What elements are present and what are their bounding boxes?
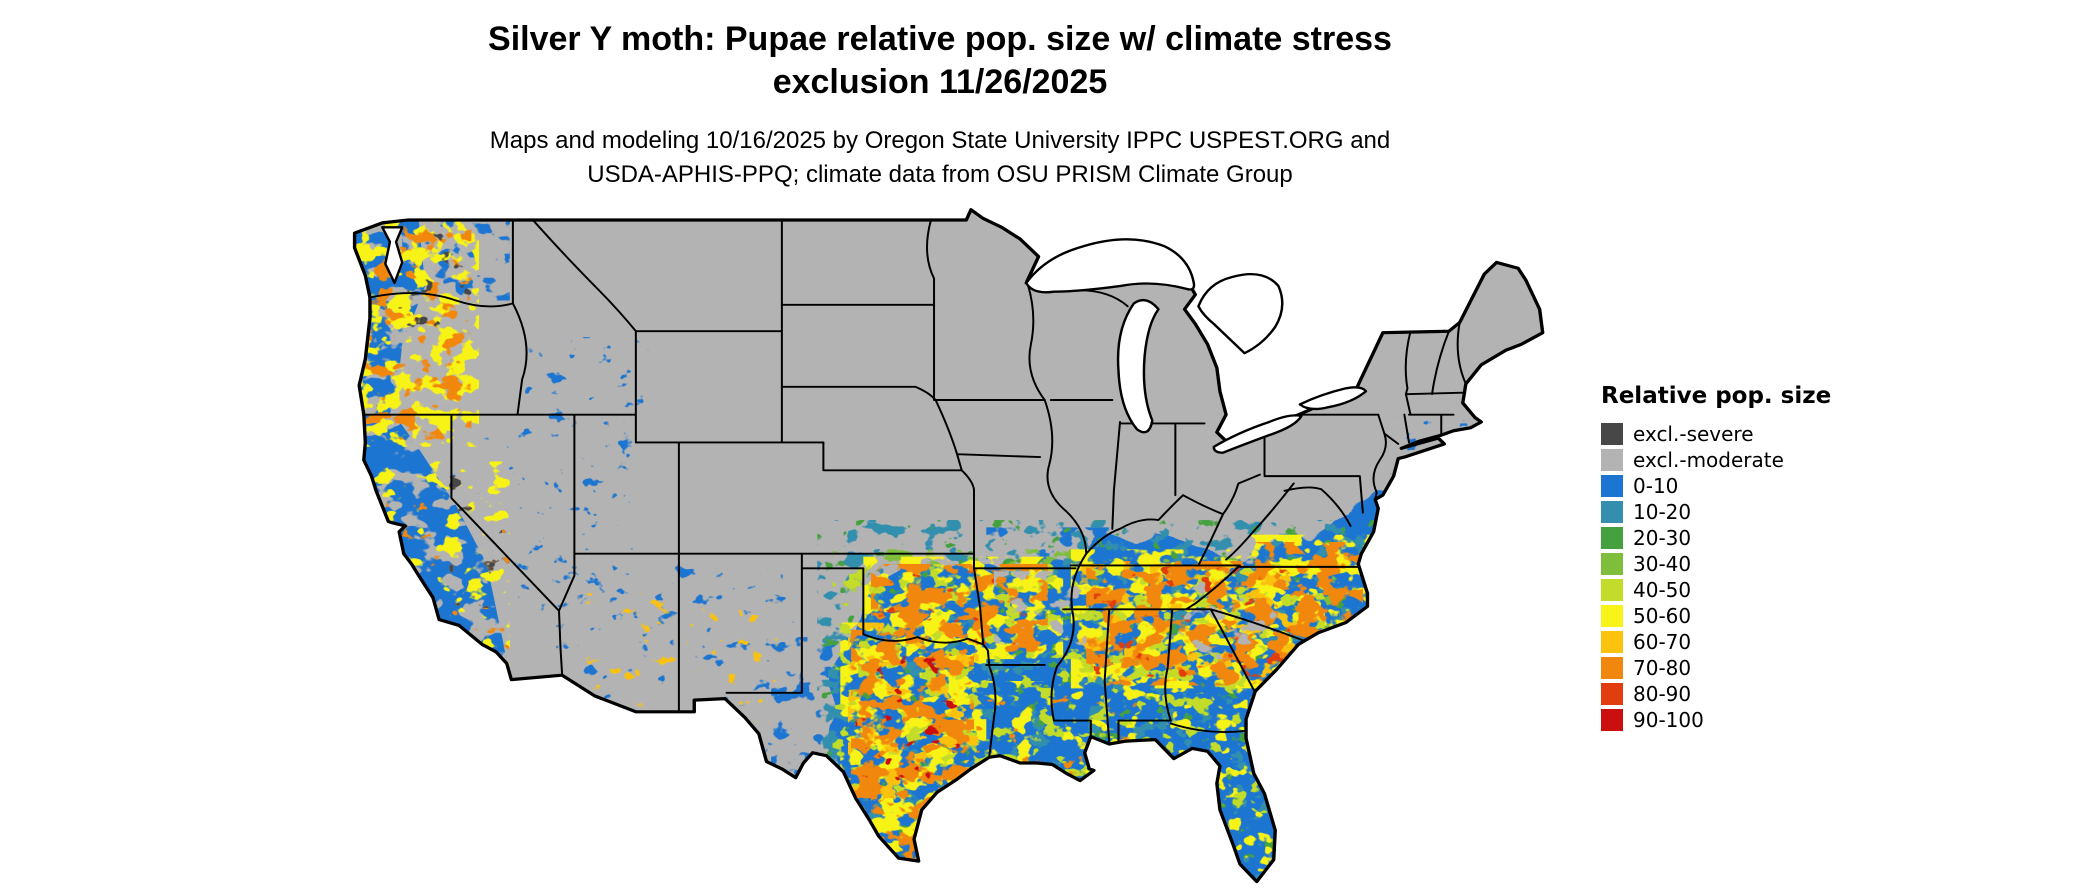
legend-item: excl.-severe [1601,421,1831,447]
lake-michigan [1116,298,1160,434]
legend-item-label: 30-40 [1633,552,1692,576]
legend-item: 50-60 [1601,603,1831,629]
legend-item-label: 20-30 [1633,526,1692,550]
map-title-line2: exclusion 11/26/2025 [772,62,1108,101]
lake-erie [1212,414,1303,454]
legend-item: 10-20 [1601,499,1831,525]
legend-item-label: 0-10 [1633,474,1679,498]
legend-item: 20-30 [1601,525,1831,551]
legend-item-label: 70-80 [1633,656,1692,680]
legend-swatch [1601,683,1623,705]
state-borders-northeast [1197,321,1467,567]
legend-swatch [1601,449,1623,471]
map-subtitle-line2: USDA-APHIS-PPQ; climate data from OSU PR… [587,161,1293,189]
us-map [310,198,1555,886]
legend-swatch [1601,709,1623,731]
legend-swatch [1601,553,1623,575]
lake-superior [1025,238,1196,294]
legend-item: 80-90 [1601,681,1831,707]
state-borders-west [362,219,975,713]
legend-item-label: 50-60 [1633,604,1692,628]
map-title-line1: Silver Y moth: Pupae relative pop. size … [488,20,1392,58]
map-legend: Relative pop. size excl.-severe excl.-mo… [1601,383,1831,733]
legend-swatch [1601,527,1623,549]
legend-swatch [1601,501,1623,523]
legend-item-label: 90-100 [1633,708,1704,732]
lake-ontario [1298,386,1368,411]
state-borders-midwest [1026,283,1261,722]
legend-items: excl.-severe excl.-moderate 0-10 10-20 2… [1601,421,1831,733]
state-borders-south [1052,564,1360,744]
legend-item-label: excl.-moderate [1633,448,1784,472]
legend-item: 70-80 [1601,655,1831,681]
puget-sound [381,226,404,285]
great-lakes [381,226,1368,454]
state-borders [362,219,1467,757]
legend-swatch [1601,579,1623,601]
legend-item-label: excl.-severe [1633,422,1754,446]
legend-item: 0-10 [1601,473,1831,499]
map-subtitle-line1: Maps and modeling 10/16/2025 by Oregon S… [489,127,1391,154]
legend-swatch [1601,475,1623,497]
map-subtitle: Maps and modeling 10/16/2025 by Oregon S… [0,124,1880,192]
us-map-svg [352,208,1545,884]
legend-item: 30-40 [1601,551,1831,577]
legend-item-label: 10-20 [1633,500,1692,524]
legend-item-label: 80-90 [1633,682,1692,706]
legend-item-label: 60-70 [1633,630,1692,654]
legend-item: 60-70 [1601,629,1831,655]
legend-swatch [1601,657,1623,679]
lake-huron [1197,272,1284,355]
legend-item: excl.-moderate [1601,447,1831,473]
state-borders-plains [725,219,1077,757]
legend-title: Relative pop. size [1601,383,1832,409]
legend-swatch [1601,423,1623,445]
legend-item-label: 40-50 [1633,578,1692,602]
legend-swatch [1601,631,1623,653]
map-title: Silver Y moth: Pupae relative pop. size … [0,18,1880,104]
legend-swatch [1601,605,1623,627]
legend-item: 40-50 [1601,577,1831,603]
legend-item: 90-100 [1601,707,1831,733]
